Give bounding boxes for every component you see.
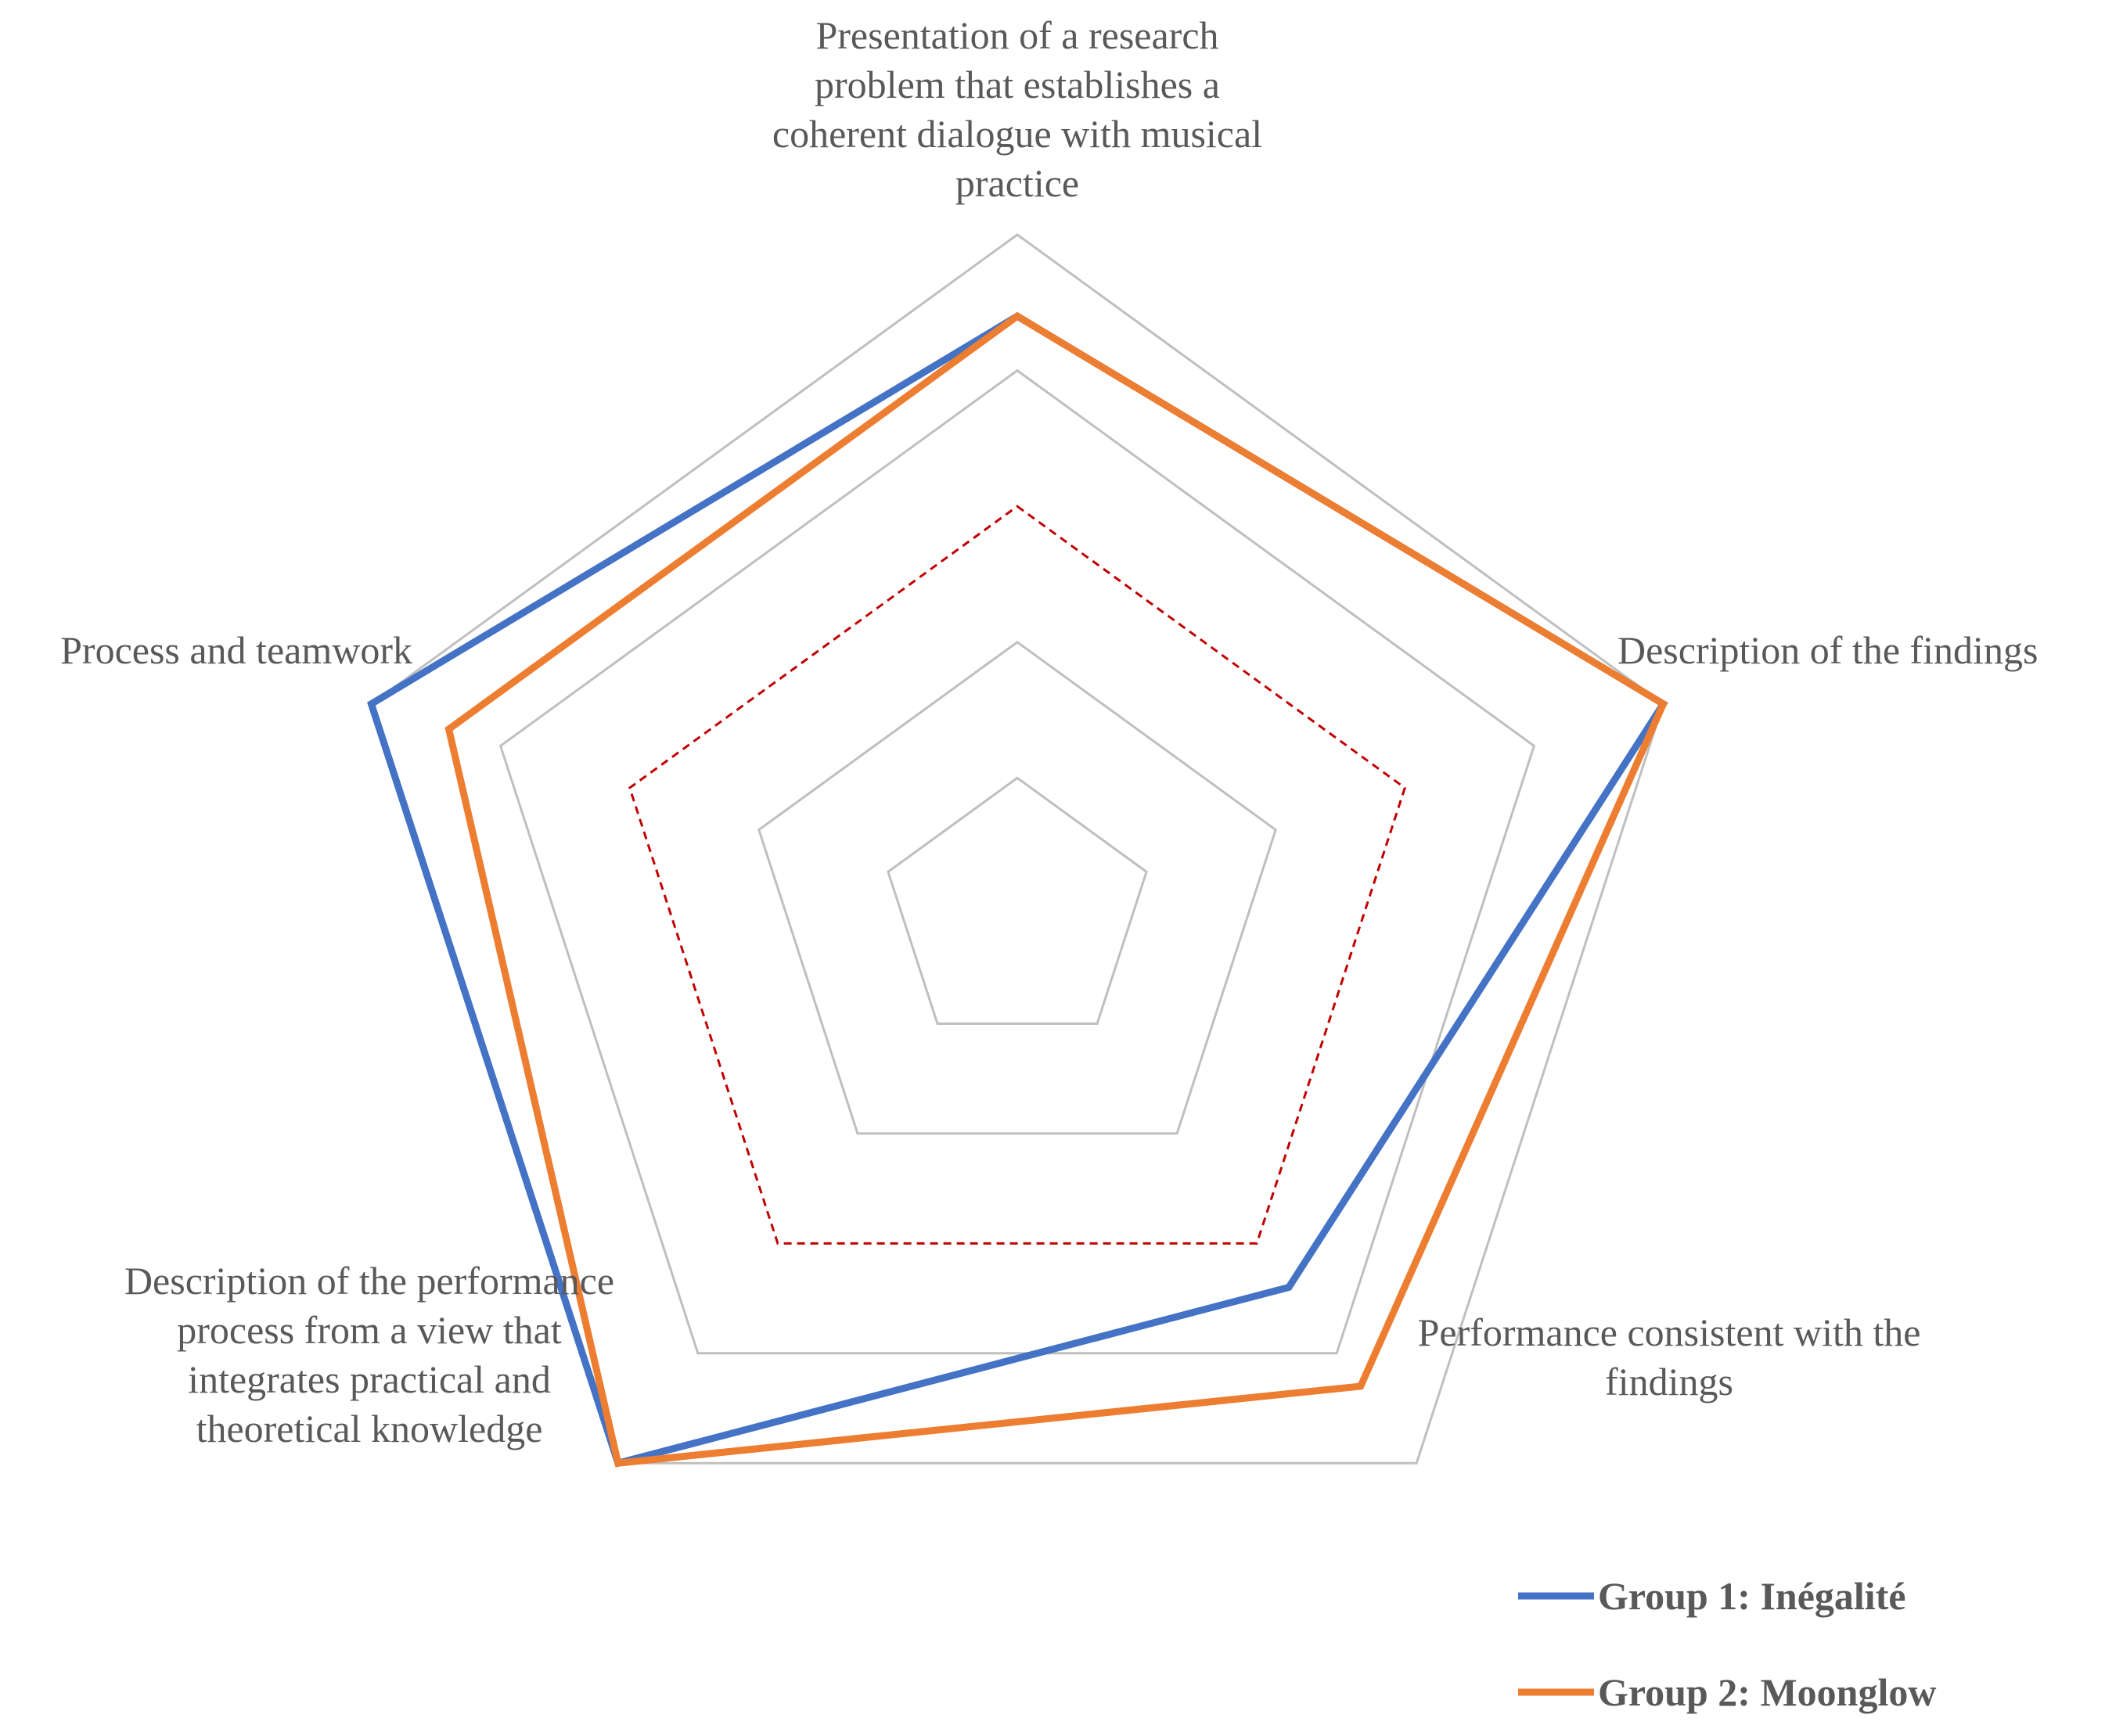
axis-label-4: theoretical knowledge xyxy=(196,1407,543,1450)
axis-label-1: Presentation of a research xyxy=(815,13,1218,57)
grid-ring xyxy=(759,642,1276,1134)
axis-label-5: Process and teamwork xyxy=(60,628,412,672)
axis-label-1: coherent dialogue with musical xyxy=(772,112,1262,156)
axis-label-2: Description of the findings xyxy=(1617,628,2038,672)
axis-label-4: process from a view that xyxy=(177,1308,562,1352)
axis-label-4: integrates practical and xyxy=(188,1357,551,1401)
axis-label-3: findings xyxy=(1605,1360,1733,1404)
legend-label-2: Group 2: Moonglow xyxy=(1598,1670,1936,1714)
legend: Group 1: Inégalité Group 2: Moonglow xyxy=(1518,1574,1936,1714)
axis-labels: Presentation of a research problem that e… xyxy=(60,13,2038,1450)
grid-ring xyxy=(501,371,1535,1353)
axis-label-4: Description of the performance xyxy=(124,1259,614,1303)
axis-label-3: Performance consistent with the xyxy=(1418,1310,1921,1354)
series-line-2 xyxy=(449,316,1664,1463)
legend-label-1: Group 1: Inégalité xyxy=(1598,1574,1906,1618)
axis-label-1: problem that establishes a xyxy=(815,63,1220,106)
grid-ring xyxy=(888,778,1146,1023)
axis-label-1: practice xyxy=(955,161,1079,205)
